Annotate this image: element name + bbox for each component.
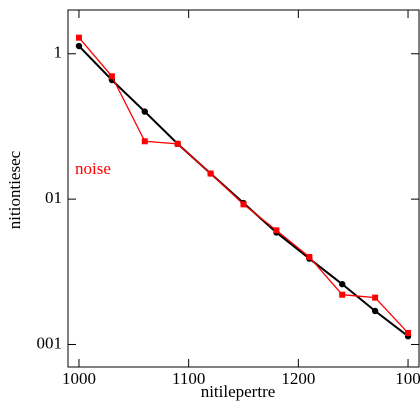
point — [75, 34, 82, 41]
point — [141, 138, 148, 145]
point — [75, 42, 83, 50]
y-tick-label: 1 — [54, 43, 63, 62]
x-tick-label: 100 — [395, 369, 420, 388]
frame — [67, 9, 420, 368]
series-line — [78, 45, 409, 338]
point — [207, 170, 214, 177]
y-axis-label: nitiontiesec — [5, 150, 24, 229]
point — [372, 294, 379, 301]
series-line — [78, 37, 409, 334]
series-label: noise — [75, 159, 111, 178]
point — [240, 201, 247, 208]
point — [141, 108, 148, 115]
point — [339, 291, 346, 298]
point — [273, 227, 280, 234]
point — [339, 280, 346, 288]
point — [174, 140, 181, 147]
y-tick-label: 01 — [45, 188, 62, 207]
point — [405, 329, 412, 336]
x-tick-label: 1200 — [281, 369, 315, 388]
x-axis-label: nitilepertre — [201, 382, 276, 401]
point — [108, 73, 115, 80]
x-tick-label: 1000 — [62, 369, 96, 388]
x-tick-label: 1100 — [172, 369, 205, 388]
point — [306, 253, 313, 260]
point — [371, 307, 379, 315]
y-tick-label: 001 — [37, 333, 63, 352]
